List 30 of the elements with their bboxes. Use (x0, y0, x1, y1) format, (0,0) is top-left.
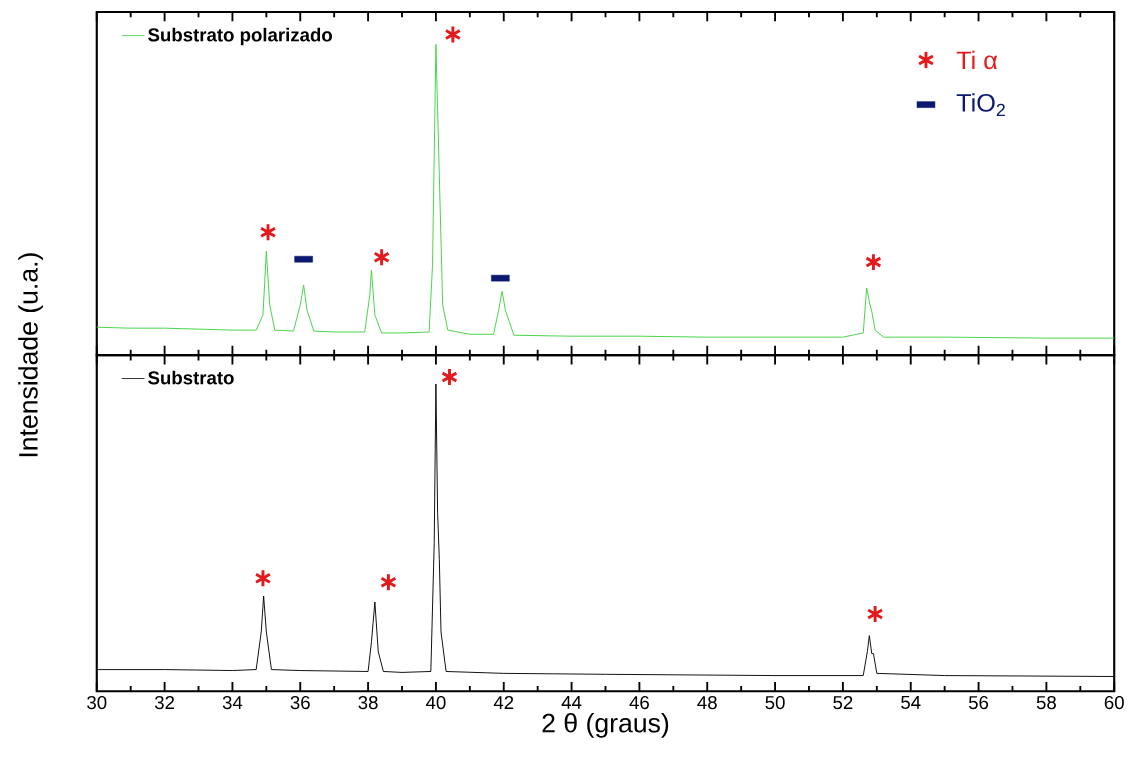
x-tick-label: 30 (87, 695, 107, 710)
point (259, 222, 277, 242)
point (254, 568, 272, 588)
x-tick-label: 32 (154, 695, 175, 710)
point (444, 24, 462, 44)
x-tick-label: 36 (290, 695, 310, 710)
x-tick-label: 52 (833, 695, 853, 710)
point (380, 572, 397, 592)
x-tick-label: 56 (968, 695, 989, 710)
point (866, 604, 884, 624)
x-tick-label: 46 (629, 695, 649, 710)
x-tick-label: 58 (1036, 695, 1056, 710)
x-tick-label: 42 (493, 695, 514, 709)
x-tick-label: 60 (1104, 695, 1124, 710)
legend-label: Ti α (956, 50, 998, 70)
x-tick-label: 50 (765, 695, 785, 710)
x-tick-label: 54 (901, 695, 921, 709)
y-axis-title: Intensidade (u.a.) (18, 253, 44, 457)
x-tick-label: 48 (697, 695, 717, 710)
point (441, 367, 458, 387)
point (373, 247, 391, 267)
legend-label: Substrato polarizado (148, 27, 332, 46)
x-tick-label: 38 (358, 695, 378, 710)
x-axis-title: 2 θ (graus) (542, 712, 669, 738)
x-tick-label: 40 (425, 695, 446, 710)
x-tick-label: 44 (561, 695, 582, 709)
point (865, 252, 882, 272)
legend-label: Substrato (148, 370, 234, 385)
x-tick-label: 34 (222, 695, 243, 710)
legend-label: TiO$_{2}$ (956, 93, 1005, 116)
